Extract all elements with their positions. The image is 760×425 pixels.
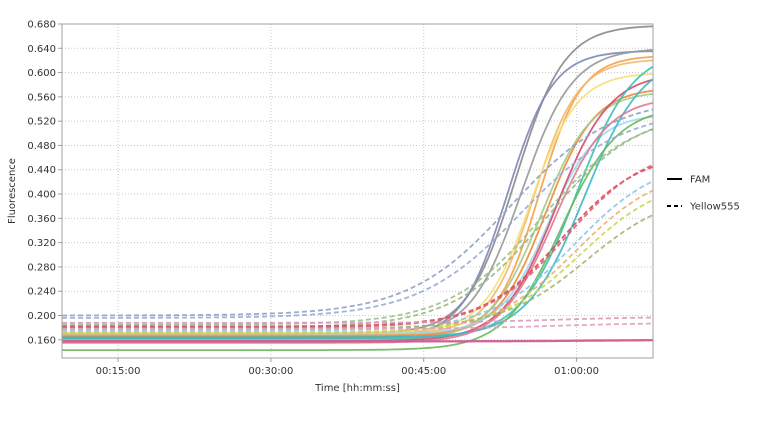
plot-frame — [61, 23, 654, 359]
series-line-yellow555-25[interactable] — [62, 214, 654, 330]
x-axis-title: Time [hh:mm:ss] — [314, 383, 400, 394]
y-tick-label: 0.320 — [27, 238, 56, 249]
series-line-yellow555-26[interactable] — [62, 316, 654, 324]
series-line-yellow555-18[interactable] — [62, 128, 654, 326]
series-line-fam-10[interactable] — [62, 65, 654, 340]
y-axis-title: Fluorescence — [7, 158, 18, 224]
x-tick-label: 00:30:00 — [248, 366, 293, 377]
series-line-fam-3[interactable] — [62, 56, 654, 336]
series-line-yellow555-27[interactable] — [62, 322, 653, 330]
y-tick-label: 0.640 — [27, 44, 56, 55]
legend-label-yellow555[interactable]: Yellow555 — [689, 202, 740, 213]
series-line-fam-15[interactable] — [62, 339, 653, 343]
y-tick-label: 0.560 — [27, 92, 56, 103]
y-axis-ticks: 0.160 0.200 0.240 0.280 0.320 0.360 0.400 0.440… — [27, 20, 62, 346]
series-line-fam-6[interactable] — [62, 89, 654, 338]
series-line-yellow555-24[interactable] — [62, 199, 654, 334]
x-tick-label: 00:15:00 — [96, 366, 141, 377]
series-line-fam-12[interactable] — [62, 114, 654, 351]
y-tick-label: 0.400 — [27, 190, 56, 201]
series-line-fam-13[interactable] — [62, 102, 654, 344]
y-tick-label: 0.280 — [27, 262, 56, 273]
series-line-yellow555-21[interactable] — [62, 164, 654, 329]
series-line-yellow555-20[interactable] — [62, 166, 654, 328]
y-tick-label: 0.160 — [27, 335, 56, 346]
series-line-yellow555-17[interactable] — [62, 122, 654, 319]
y-tick-label: 0.520 — [27, 117, 56, 128]
y-tick-label: 0.600 — [27, 68, 56, 79]
y-tick-label: 0.440 — [27, 165, 56, 176]
x-axis-ticks: 00:15:00 00:30:00 00:45:00 01:00:00 — [96, 358, 599, 377]
y-tick-label: 0.200 — [27, 311, 56, 322]
x-tick-label: 00:45:00 — [401, 366, 446, 377]
x-tick-label: 01:00:00 — [554, 366, 599, 377]
grid-layer — [62, 23, 653, 358]
y-tick-label: 0.240 — [27, 287, 56, 298]
series-line-yellow555-16[interactable] — [62, 108, 654, 317]
y-tick-label: 0.360 — [27, 214, 56, 225]
series-line-fam-11[interactable] — [62, 78, 654, 339]
series-line-yellow555-19[interactable] — [62, 127, 654, 329]
y-tick-label: 0.480 — [27, 141, 56, 152]
y-tick-label: 0.680 — [27, 20, 56, 31]
legend-label-fam[interactable]: FAM — [690, 175, 710, 186]
series-line-yellow555-22[interactable] — [62, 180, 654, 332]
series-line-fam-7[interactable] — [62, 92, 654, 341]
series-layer — [62, 25, 654, 351]
legend[interactable]: FAM Yellow555 — [667, 175, 740, 213]
series-line-yellow555-23[interactable] — [62, 189, 654, 335]
